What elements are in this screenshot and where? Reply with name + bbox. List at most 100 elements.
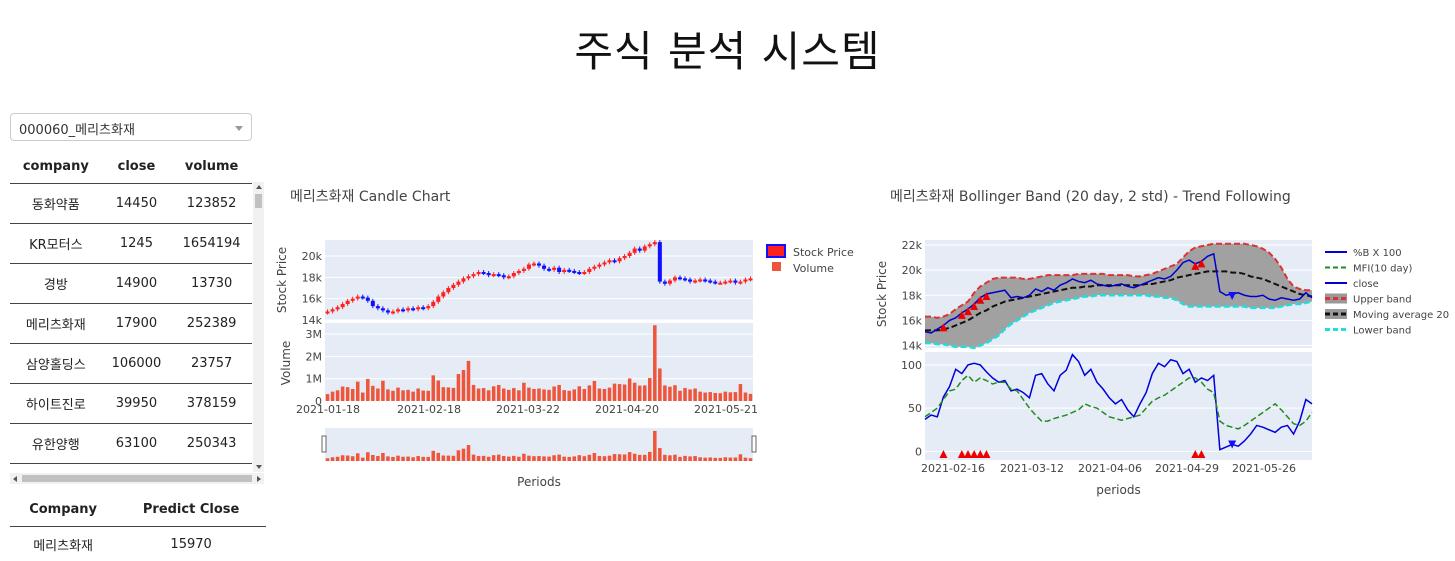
x-tick-label: 2021-03-12 <box>1000 462 1064 475</box>
volume-bar <box>351 389 355 401</box>
slider-volume-bar <box>452 456 456 461</box>
volume-bar <box>497 385 501 401</box>
volume-bar <box>598 389 602 401</box>
scroll-thumb[interactable] <box>22 475 252 482</box>
slider-volume-bar <box>719 458 723 461</box>
volume-bar <box>734 392 738 401</box>
slider-volume-bar <box>724 457 728 461</box>
candle <box>386 310 390 312</box>
volume-bar <box>578 386 582 401</box>
slider-volume-bar <box>608 456 612 461</box>
volume-bar <box>467 361 471 401</box>
price-tick-label: 20k <box>302 250 323 263</box>
candle <box>381 308 385 310</box>
slider-volume-bar <box>401 457 405 461</box>
candle <box>673 277 677 280</box>
candle <box>693 281 697 283</box>
slider-volume-bar <box>426 457 430 461</box>
scroll-left-icon[interactable] <box>13 476 17 482</box>
candle <box>733 281 737 283</box>
column-header[interactable]: company <box>10 149 102 184</box>
slider-volume-bar <box>457 450 461 461</box>
column-header[interactable]: volume <box>171 149 252 184</box>
company-dropdown[interactable]: 000060_메리츠화재 <box>10 113 252 141</box>
slider-volume-bar <box>683 456 687 461</box>
slider-volume-bar <box>678 457 682 461</box>
candle <box>361 297 365 299</box>
candle <box>366 298 370 301</box>
scroll-right-icon[interactable] <box>257 476 261 482</box>
bollinger-chart-title: 메리츠화재 Bollinger Band (20 day, 2 std) - T… <box>890 186 1291 206</box>
scroll-down-icon[interactable] <box>256 465 262 469</box>
cell-close: 14450 <box>102 184 172 224</box>
candle <box>537 263 541 265</box>
candle <box>613 260 617 262</box>
candle <box>577 272 581 274</box>
candle <box>426 306 430 308</box>
volume-bar <box>593 381 597 401</box>
volume-bar <box>638 386 642 401</box>
slider-volume-bar <box>658 448 662 461</box>
table-header-row: Company Predict Close <box>10 492 266 527</box>
volume-bar <box>713 393 717 401</box>
price-tick-label: 18k <box>902 289 923 302</box>
volume-bar <box>744 393 748 401</box>
slider-volume-bar <box>396 456 400 461</box>
column-header[interactable]: close <box>102 149 172 184</box>
slider-volume-bar <box>477 456 481 461</box>
volume-bar <box>618 384 622 401</box>
slider-volume-bar <box>527 456 531 461</box>
candle <box>567 270 571 272</box>
slider-volume-bar <box>708 457 712 461</box>
table-vertical-scrollbar[interactable] <box>253 182 264 472</box>
x-tick-label: 2021-04-29 <box>1155 462 1219 475</box>
candle <box>633 249 637 253</box>
slider-volume-bar <box>749 458 753 461</box>
volume-bar <box>411 392 415 401</box>
candle <box>743 279 747 281</box>
volume-tick-label: 3M <box>306 328 323 341</box>
cell-company: 삼양홀딩스 <box>10 344 102 384</box>
slider-volume-bar <box>517 457 521 461</box>
slider-volume-bar <box>552 455 556 461</box>
slider-volume-bar <box>613 454 617 461</box>
chevron-down-icon[interactable] <box>235 126 243 131</box>
table-header-row: company close volume <box>10 149 252 184</box>
candle <box>547 269 551 271</box>
volume-bar <box>653 325 657 401</box>
slider-volume-bar <box>643 455 647 461</box>
slider-volume-bar <box>583 456 587 461</box>
volume-bar <box>472 385 476 401</box>
scroll-up-icon[interactable] <box>256 185 262 189</box>
slider-volume-bar <box>467 445 471 461</box>
slider-volume-bar <box>638 455 642 461</box>
volume-bar <box>608 388 612 401</box>
volume-bar <box>502 389 506 401</box>
x-tick-label: 2021-05-21 <box>694 403 758 416</box>
candle <box>723 282 727 284</box>
table-horizontal-scrollbar[interactable] <box>10 473 264 484</box>
scroll-thumb[interactable] <box>255 194 262 208</box>
slider-volume-bar <box>336 457 340 461</box>
candle <box>512 273 516 276</box>
slider-volume-bar <box>371 455 375 461</box>
slider-volume-bar <box>668 455 672 461</box>
cell-close: 63100 <box>102 424 172 464</box>
slider-volume-bar <box>522 454 526 461</box>
volume-tick-label: 1M <box>306 373 323 386</box>
range-handle-right <box>752 436 756 452</box>
candle <box>456 282 460 285</box>
price-tick-label: 14k <box>302 314 323 327</box>
candle <box>507 276 511 278</box>
slider-volume-bar <box>567 457 571 461</box>
volume-bar <box>542 389 546 401</box>
